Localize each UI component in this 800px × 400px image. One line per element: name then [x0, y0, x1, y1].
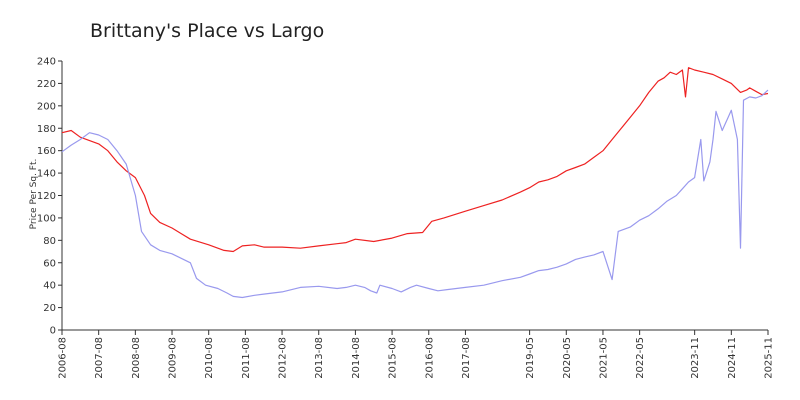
x-tick-label: 2014-08: [351, 337, 362, 379]
y-tick-label: 160: [37, 146, 56, 157]
x-tick-label: 2023-11: [690, 337, 701, 379]
series-line-1: [61, 67, 769, 253]
x-tick-label: 2007-08: [94, 337, 105, 379]
y-tick-label: 100: [37, 213, 56, 224]
x-tick-label: 2008-08: [131, 337, 142, 379]
x-tick-label: 2012-08: [278, 337, 289, 379]
x-tick-label: 2022-05: [635, 337, 646, 379]
axes: [61, 61, 768, 331]
y-tick-label: 140: [37, 169, 56, 180]
x-tick-label: 2011-08: [241, 337, 252, 379]
x-ticks: 2006-08 2007-08 2008-08 2009-08 2010-08 2011-…: [58, 330, 775, 379]
x-tick-label: 2015-08: [388, 337, 399, 379]
y-tick-label: 40: [43, 281, 56, 292]
x-tick-label: 2025-11: [764, 337, 775, 379]
y-tick-label: 20: [43, 303, 56, 314]
y-tick-label: 120: [37, 191, 56, 202]
x-tick-label: 2010-08: [204, 337, 215, 379]
x-tick-label: 2024-11: [727, 337, 738, 379]
y-tick-label: 0: [50, 326, 56, 337]
x-tick-label: 2013-08: [314, 337, 325, 379]
y-tick-label: 220: [37, 79, 56, 90]
x-tick-label: 2019-05: [525, 337, 536, 379]
x-tick-label: 2016-08: [424, 337, 435, 379]
chart-title: Brittany's Place vs Largo: [90, 20, 324, 42]
x-tick-label: 2020-05: [562, 337, 573, 379]
y-tick-label: 60: [43, 258, 56, 269]
x-tick-label: 2006-08: [58, 337, 69, 379]
y-tick-label: 240: [37, 57, 56, 68]
y-tick-label: 200: [37, 101, 56, 112]
series-group: [61, 67, 769, 299]
y-tick-label: 180: [37, 124, 56, 135]
x-tick-label: 2009-08: [168, 337, 179, 379]
y-axis-label: Price Per Sq. Ft.: [29, 159, 39, 230]
x-tick-label: 2021-05: [598, 337, 609, 379]
series-line-2: [61, 89, 769, 299]
x-tick-label: 2017-08: [461, 337, 472, 379]
y-tick-label: 80: [43, 236, 56, 247]
y-ticks: 0 20 40 60 80 100 120 140 160 180 200 220 240: [37, 57, 62, 337]
